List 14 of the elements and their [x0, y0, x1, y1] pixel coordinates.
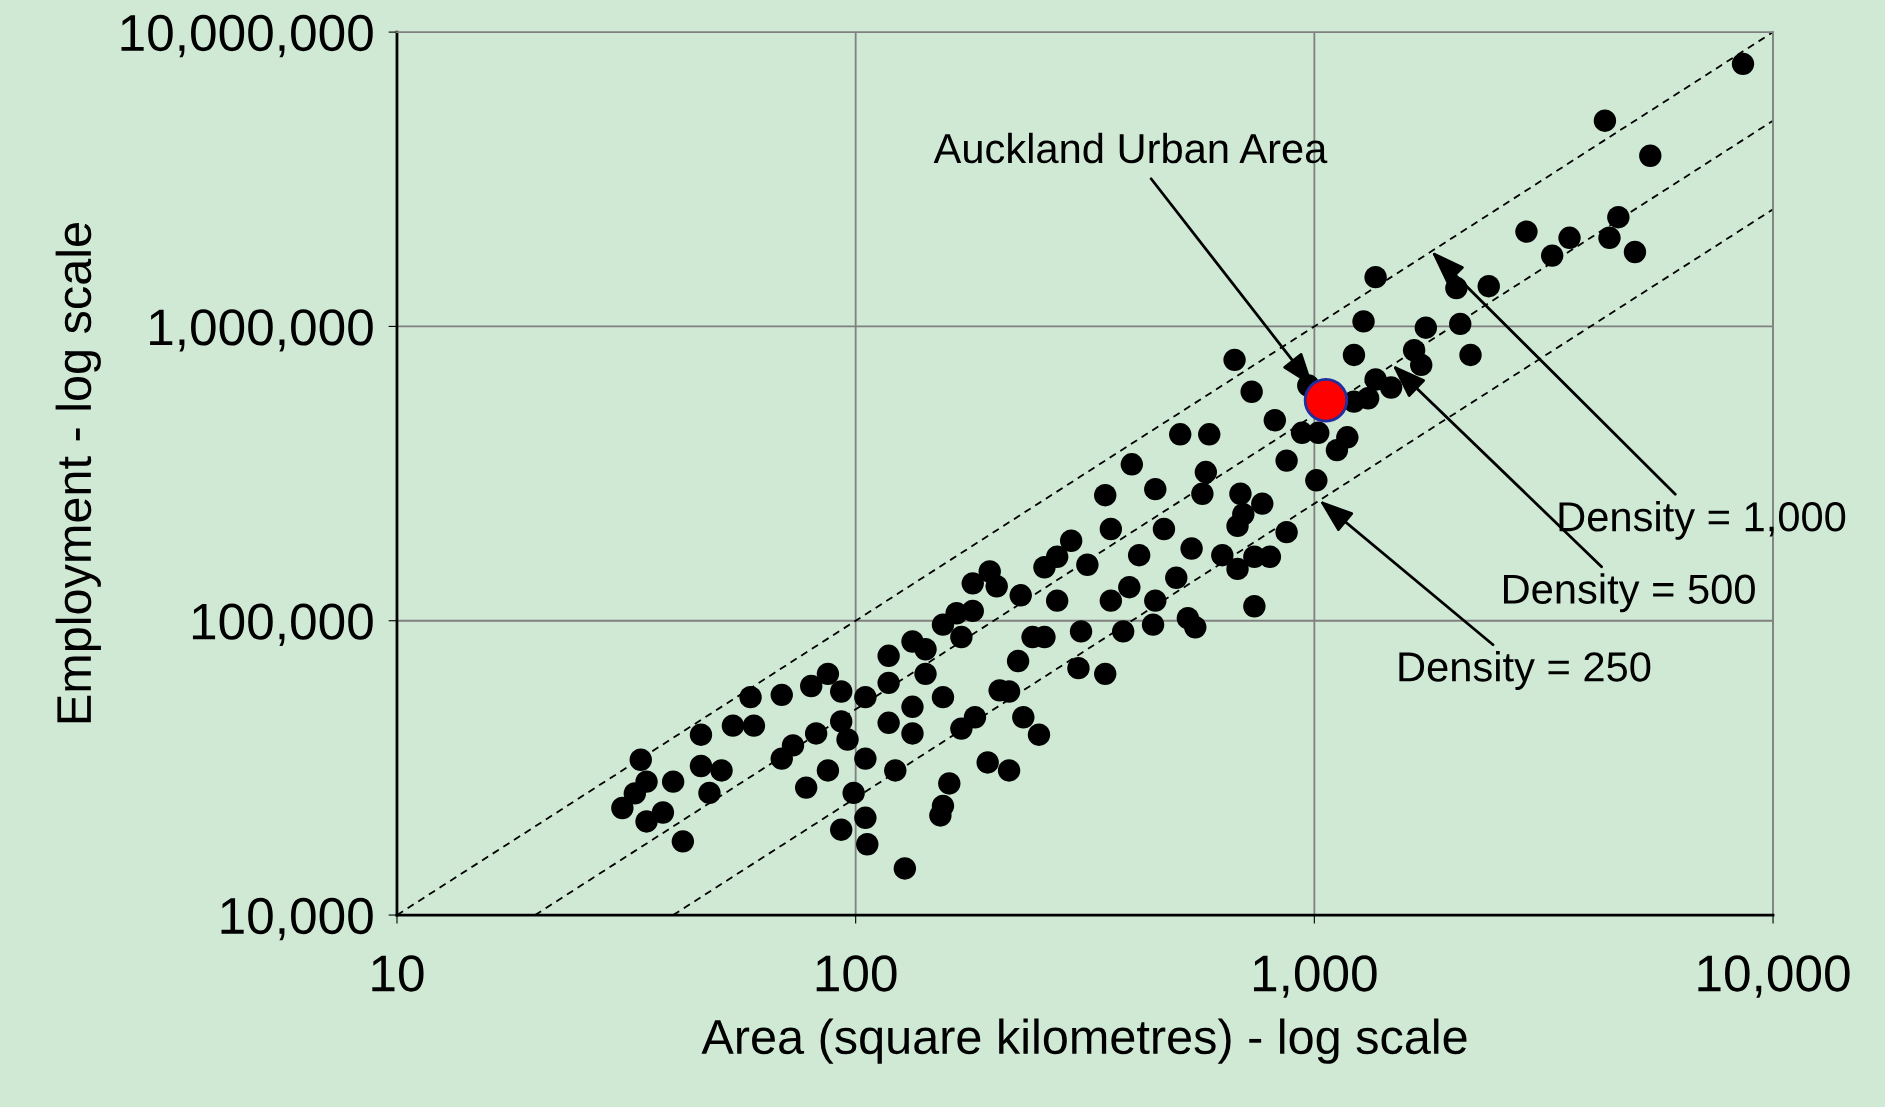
y-tick-label: 100,000	[192, 603, 373, 646]
x-tick-label: 100	[816, 955, 897, 992]
annotation: Density = 1,000	[1559, 500, 1846, 540]
x-tick-label: 1,000	[1253, 955, 1377, 998]
x-tick-label: 10	[372, 955, 424, 992]
y-tick-label: 10,000,000	[121, 14, 373, 58]
annotation: Density = 500	[1504, 573, 1755, 613]
annotation: Density = 250	[1399, 651, 1651, 690]
annotation: Auckland Urban Area	[933, 132, 1328, 164]
y-axis-title: Employment - log scale	[55, 223, 101, 723]
x-tick-label: 10,000	[1698, 955, 1850, 998]
y-tick-label: 1,000,000	[150, 309, 373, 352]
y-tick-label: 10,000	[221, 897, 373, 941]
x-axis-title: Area (square kilometres) - log scale	[701, 1018, 1467, 1064]
